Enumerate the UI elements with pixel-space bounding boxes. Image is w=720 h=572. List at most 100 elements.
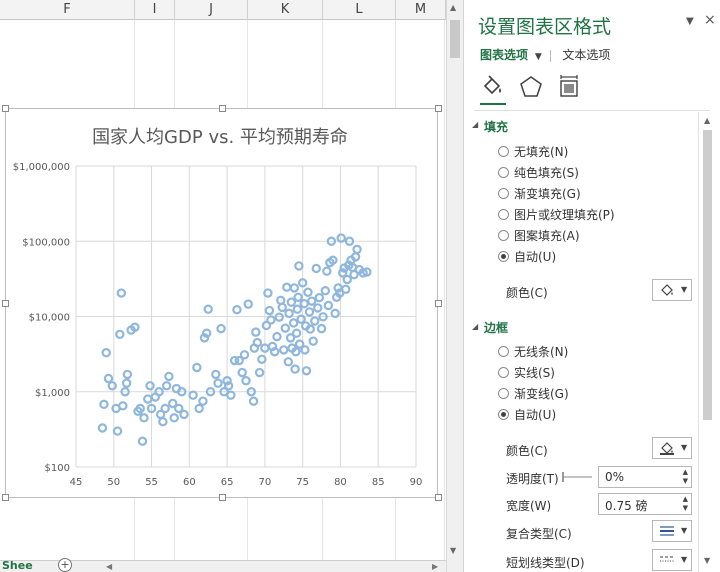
resize-handle-left[interactable]	[2, 300, 9, 307]
resize-handle-top[interactable]	[219, 105, 226, 112]
data-point[interactable]	[350, 252, 361, 262]
data-point[interactable]	[328, 255, 338, 265]
data-point[interactable]	[362, 267, 372, 277]
resize-handle-bottom-left[interactable]	[2, 494, 9, 501]
data-point[interactable]	[301, 366, 312, 376]
compound-type-dropdown[interactable]: ▼	[652, 520, 692, 542]
data-point[interactable]	[239, 350, 250, 360]
data-point[interactable]	[226, 390, 236, 400]
data-point[interactable]	[286, 297, 297, 307]
data-point[interactable]	[318, 312, 328, 322]
data-point[interactable]	[252, 337, 263, 348]
scroll-up-arrow-icon[interactable]: ▲	[450, 3, 457, 12]
resize-handle-bottom[interactable]	[219, 494, 226, 501]
data-point[interactable]	[164, 371, 174, 382]
data-point[interactable]	[101, 348, 111, 358]
column-header-j[interactable]: J	[175, 0, 248, 20]
vertical-scrollbar[interactable]: ▲ ▼	[446, 0, 463, 572]
data-point[interactable]	[274, 312, 284, 322]
data-point[interactable]	[349, 269, 359, 280]
data-point[interactable]	[344, 236, 355, 246]
data-point[interactable]	[211, 369, 221, 380]
data-point[interactable]	[120, 387, 130, 397]
column-header-i[interactable]: I	[135, 0, 175, 20]
transparency-spinner[interactable]: 0% ▲ ▼	[598, 466, 692, 488]
data-point[interactable]	[257, 354, 267, 364]
data-point[interactable]	[202, 328, 212, 338]
data-point[interactable]	[223, 381, 234, 391]
scroll-right-arrow-icon[interactable]: ▶	[432, 562, 439, 571]
data-point[interactable]	[284, 308, 294, 319]
sheet-tab[interactable]: Shee	[2, 559, 33, 572]
resize-handle-top-left[interactable]	[2, 105, 9, 112]
data-point[interactable]	[116, 288, 127, 298]
data-point[interactable]	[341, 284, 351, 294]
data-point[interactable]	[241, 376, 251, 386]
data-point[interactable]	[277, 302, 287, 313]
data-point[interactable]	[280, 323, 290, 333]
data-point[interactable]	[285, 333, 296, 343]
column-header-k[interactable]: K	[248, 0, 323, 20]
data-point[interactable]	[300, 345, 310, 355]
add-sheet-button[interactable]: +	[58, 558, 72, 572]
chart-area[interactable]: 国家人均GDP vs. 平均预期寿命 $100 $1,000 $10,000 $100…	[2, 105, 442, 501]
data-series[interactable]	[97, 233, 372, 446]
column-header-l[interactable]: L	[323, 0, 396, 20]
data-point[interactable]	[308, 336, 318, 346]
data-point[interactable]	[158, 416, 168, 427]
data-point[interactable]	[338, 268, 348, 278]
data-point[interactable]	[122, 369, 133, 380]
data-point[interactable]	[293, 292, 303, 302]
data-point[interactable]	[112, 426, 123, 436]
data-point[interactable]	[118, 401, 128, 411]
fill-option-none[interactable]: 无填充(N)	[498, 144, 568, 160]
data-point[interactable]	[323, 300, 334, 311]
data-point[interactable]	[263, 288, 273, 298]
data-point[interactable]	[305, 324, 315, 334]
data-point[interactable]	[248, 396, 259, 406]
data-point[interactable]	[246, 387, 256, 397]
data-point[interactable]	[168, 398, 178, 409]
border-color-dropdown[interactable]: ▼	[652, 437, 692, 459]
data-point[interactable]	[342, 274, 352, 285]
width-value[interactable]: 0.75 磅	[605, 499, 648, 513]
transparency-slider[interactable]	[562, 470, 592, 484]
data-point[interactable]	[251, 327, 261, 337]
data-point[interactable]	[139, 413, 149, 423]
data-point[interactable]	[177, 387, 187, 397]
data-point[interactable]	[299, 298, 309, 309]
data-point[interactable]	[336, 233, 346, 243]
data-point[interactable]	[161, 381, 172, 391]
fill-option-picture[interactable]: 图片或纹理填充(P)	[498, 207, 615, 223]
spin-up-icon[interactable]: ▲	[682, 495, 688, 503]
data-point[interactable]	[188, 390, 198, 400]
data-point[interactable]	[266, 315, 276, 325]
data-point[interactable]	[322, 266, 332, 276]
data-point[interactable]	[313, 303, 323, 313]
data-point[interactable]	[282, 282, 292, 292]
tab-text-options[interactable]: 文本选项	[562, 48, 611, 62]
data-point[interactable]	[97, 423, 108, 433]
data-point[interactable]	[219, 387, 229, 397]
data-point[interactable]	[145, 381, 155, 391]
data-point[interactable]	[279, 345, 289, 355]
data-point[interactable]	[243, 299, 253, 309]
data-point[interactable]	[146, 403, 157, 414]
data-point[interactable]	[199, 333, 210, 343]
data-point[interactable]	[229, 355, 240, 366]
column-header-m[interactable]: M	[396, 0, 446, 20]
scroll-up-arrow-icon[interactable]: ▲	[704, 116, 711, 125]
data-point[interactable]	[198, 396, 208, 406]
data-point[interactable]	[222, 376, 232, 386]
pane-options-dropdown[interactable]: ▼	[686, 16, 694, 27]
data-point[interactable]	[143, 394, 153, 404]
spin-down-icon[interactable]: ▼	[682, 477, 688, 485]
data-point[interactable]	[192, 362, 202, 373]
fill-line-icon[interactable]	[480, 74, 506, 100]
data-point[interactable]	[261, 320, 272, 331]
data-point[interactable]	[213, 378, 223, 388]
data-point[interactable]	[283, 357, 294, 367]
data-point[interactable]	[330, 308, 340, 319]
data-point[interactable]	[292, 304, 303, 314]
data-point[interactable]	[320, 286, 331, 296]
